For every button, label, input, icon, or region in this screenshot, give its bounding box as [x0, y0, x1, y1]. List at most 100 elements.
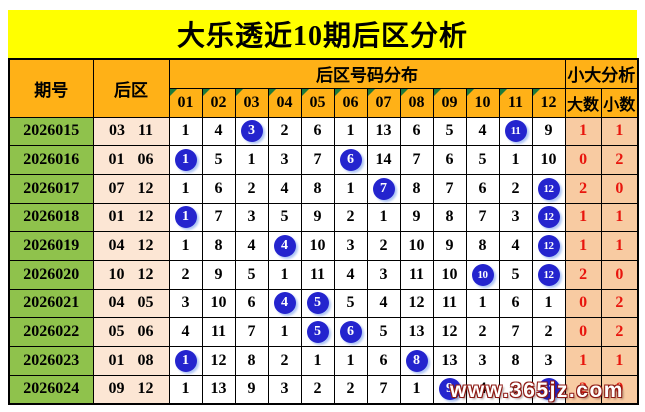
small-count-cell: 2 [600, 317, 639, 347]
dist-cell: 1 [333, 173, 368, 204]
col-header-number-10: 10 [465, 87, 500, 118]
miss-count: 1 [280, 323, 289, 341]
dist-cell: 8 [498, 346, 533, 376]
miss-count: 4 [346, 265, 355, 283]
col-header-number-label: 11 [507, 93, 524, 111]
miss-count: 13 [408, 323, 425, 341]
dist-cell: 5 [300, 288, 335, 319]
dist-cell: 7 [399, 145, 434, 175]
miss-count: 8 [247, 351, 256, 369]
dist-cell: 12 [531, 173, 566, 204]
miss-count: 11 [210, 323, 227, 341]
dist-cell: 8 [201, 231, 236, 261]
table-row-2026020: 2026020 10 12 2 9 5 1 11 4 3 11 10 10 5 12 2 0 [8, 259, 639, 290]
miss-count: 4 [478, 122, 487, 140]
miss-count: 2 [544, 323, 553, 341]
miss-count: 8 [478, 237, 487, 255]
col-header-number-label: 10 [474, 93, 491, 111]
header-row-main: 期号 后区 后区号码分布 小大分析 [8, 58, 639, 118]
col-header-number-12: 12 [531, 87, 566, 118]
dist-cell: 10 [531, 145, 566, 175]
miss-count: 6 [313, 122, 322, 140]
dist-cell: 1 [267, 259, 302, 290]
miss-count: 1 [346, 179, 355, 197]
dist-cell: 6 [399, 116, 434, 147]
dist-cell: 6 [366, 346, 401, 376]
miss-count: 3 [511, 208, 520, 226]
miss-count: 7 [445, 179, 454, 197]
miss-count: 3 [280, 151, 289, 169]
dist-cell: 4 [234, 231, 269, 261]
watermark: www.365jz.com [450, 379, 624, 402]
hit-ball: 12 [537, 263, 560, 286]
miss-count: 1 [313, 351, 322, 369]
table-row-2026022: 2026022 05 06 4 11 7 1 5 6 5 13 12 2 7 2 0 2 [8, 317, 639, 347]
miss-count: 4 [247, 237, 256, 255]
miss-count: 12 [210, 351, 227, 369]
miss-count: 6 [247, 294, 256, 312]
big-count-cell: 0 [564, 145, 602, 175]
dist-cell: 2 [234, 173, 269, 204]
miss-count: 1 [346, 351, 355, 369]
dist-cell: 5 [432, 116, 467, 147]
dist-cell: 13 [399, 317, 434, 347]
corner-triangle-icon [236, 89, 243, 96]
dist-cell: 1 [300, 346, 335, 376]
small-count-cell: 1 [600, 346, 639, 376]
dist-cell: 4 [168, 317, 203, 347]
big-count-cell: 1 [564, 346, 602, 376]
dist-cell: 6 [333, 317, 368, 347]
miss-count: 9 [214, 265, 223, 283]
miss-count: 3 [181, 294, 190, 312]
dist-cell: 1 [168, 346, 203, 376]
small-count-cell: 0 [600, 173, 639, 204]
hit-ball: 7 [372, 177, 395, 200]
big-count-cell: 0 [564, 288, 602, 319]
big-count-cell: 2 [564, 259, 602, 290]
hit-ball: 1 [174, 206, 197, 229]
dist-cell: 3 [465, 346, 500, 376]
dist-cell: 1 [267, 317, 302, 347]
dist-cell: 6 [234, 288, 269, 319]
hit-ball: 12 [537, 235, 560, 258]
miss-count: 1 [379, 208, 388, 226]
miss-count: 7 [379, 380, 388, 398]
col-header-period: 期号 [8, 58, 94, 118]
rear-numbers-cell: 09 12 [92, 374, 170, 405]
dist-cell: 13 [201, 374, 236, 405]
col-header-rear: 后区 [92, 58, 170, 118]
miss-count: 9 [313, 208, 322, 226]
miss-count: 3 [280, 380, 289, 398]
dist-cell: 7 [432, 173, 467, 204]
dist-cell: 7 [300, 145, 335, 175]
miss-count: 4 [478, 380, 487, 398]
dist-cell: 8 [399, 346, 434, 376]
col-header-number-label: 12 [540, 93, 557, 111]
table-row-2026017: 2026017 07 12 1 6 2 4 8 1 7 8 7 6 2 12 2 0 [8, 173, 639, 204]
col-header-number-03: 03 [234, 87, 269, 118]
corner-triangle-icon [170, 89, 177, 96]
dist-cell: 3 [267, 374, 302, 405]
period-cell: 2026017 [8, 173, 94, 204]
big-count-cell: 1 [564, 116, 602, 147]
dist-cell: 10 [432, 259, 467, 290]
dist-cell: 7 [366, 374, 401, 405]
big-count-cell: 1 [564, 202, 602, 233]
miss-count: 14 [375, 151, 392, 169]
miss-count: 4 [511, 237, 520, 255]
big-count-cell: 2 [564, 374, 602, 405]
header-row-numbers: 01 02 03 04 05 06 07 08 09 10 11 12 大数 小数 [9, 87, 639, 118]
miss-count: 1 [247, 151, 256, 169]
col-header-number-label: 08 [408, 93, 425, 111]
miss-count: 5 [478, 151, 487, 169]
dist-cell: 8 [300, 173, 335, 204]
period-cell: 2026023 [8, 346, 94, 376]
dist-cell: 1 [333, 116, 368, 147]
period-cell: 2026016 [8, 145, 94, 175]
period-cell: 2026021 [8, 288, 94, 319]
small-count-cell: 1 [600, 116, 639, 147]
miss-count: 5 [511, 265, 520, 283]
corner-triangle-icon [368, 89, 375, 96]
table-body: 2026015 03 11 1 4 3 2 6 1 13 6 5 4 11 9 1 1 2026016 01 06… [8, 116, 639, 405]
miss-count: 3 [247, 208, 256, 226]
